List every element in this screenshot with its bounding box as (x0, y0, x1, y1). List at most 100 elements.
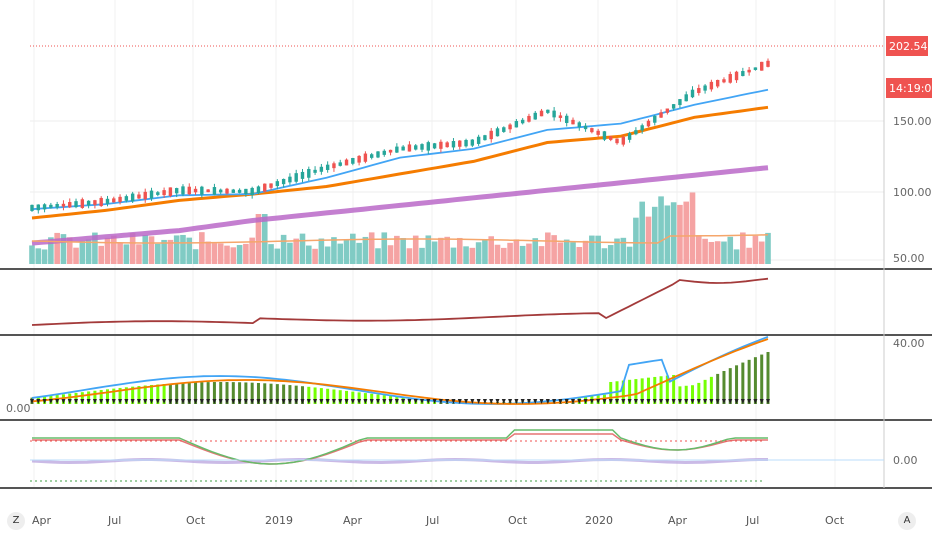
signal-arrow (696, 399, 701, 404)
candle-body (212, 187, 217, 195)
histogram-bar (716, 373, 720, 404)
volume-bar (406, 248, 413, 264)
signal-arrow (313, 399, 318, 404)
volume-bar (639, 201, 645, 264)
volume-bar (129, 232, 136, 264)
volume-bar (110, 235, 117, 264)
signal-arrow (464, 399, 469, 404)
volume-bar (180, 234, 186, 264)
ma-mid-line (31, 105, 769, 220)
volume-bar (545, 232, 551, 264)
candle-body (678, 99, 682, 106)
histogram-bar (659, 376, 663, 404)
signal-arrow (709, 399, 714, 404)
signal-arrow (476, 399, 481, 404)
candle-body (470, 139, 475, 146)
signal-arrow (740, 399, 745, 404)
histogram-bar (87, 391, 91, 404)
histogram-bar (307, 386, 311, 404)
signal-arrow (703, 399, 708, 404)
signal-arrow (766, 399, 770, 404)
volume-bar (576, 246, 583, 264)
volume-bar (551, 235, 557, 264)
candle-body (369, 154, 374, 158)
volume-bar (614, 238, 620, 264)
volume-bar (469, 247, 476, 264)
signal-arrow (275, 399, 280, 404)
histogram-bar (709, 376, 713, 404)
histogram-bar (747, 359, 751, 404)
histogram-bar (68, 393, 72, 404)
signal-arrow (363, 399, 368, 404)
volume-bar (79, 240, 86, 264)
volume-bar (444, 236, 450, 264)
time-label: Apr (32, 514, 52, 527)
candle-body (753, 67, 758, 70)
histogram-bar (672, 374, 676, 404)
candle-body (112, 198, 116, 203)
histogram-bar (294, 385, 298, 404)
time-label: Jul (745, 514, 759, 527)
candle-body (351, 158, 355, 164)
candle-body (99, 197, 103, 207)
histogram-bar (319, 388, 323, 404)
volume-bar (582, 240, 589, 264)
signal-arrow (545, 399, 550, 404)
candle-body (414, 145, 418, 150)
auto-scale-button[interactable]: A (898, 512, 916, 530)
histogram-bar (282, 384, 286, 404)
candle-body (307, 169, 311, 178)
volume-bar (249, 237, 255, 264)
candle-body (558, 115, 563, 118)
histogram-bar (212, 382, 216, 404)
volume-bar (589, 235, 595, 264)
signal-arrow (470, 399, 475, 404)
candle-body (206, 189, 210, 193)
candle-body (464, 139, 468, 147)
candle-body (105, 198, 110, 204)
volume-bar (381, 232, 388, 264)
candle-body (609, 136, 613, 140)
signal-arrow (118, 399, 123, 404)
candle-body (319, 166, 324, 172)
signal-arrow (319, 399, 324, 404)
countdown-tag-bg (886, 78, 932, 98)
volume-bar (494, 244, 501, 264)
volume-bar (702, 238, 708, 264)
signal-arrow (294, 399, 299, 404)
candle-body (269, 183, 273, 188)
signal-arrow (514, 399, 519, 404)
volume-bar (664, 205, 671, 264)
candle-body (665, 108, 670, 113)
histogram-bar (194, 382, 198, 404)
time-label: Oct (186, 514, 206, 527)
histogram-bar (332, 389, 336, 404)
histogram-bar (653, 376, 657, 404)
candle-body (602, 131, 607, 140)
time-label: 2019 (265, 514, 293, 527)
candle-body (520, 119, 525, 124)
signal-arrow (659, 399, 664, 404)
candle-body (439, 141, 443, 149)
histogram-bar (250, 382, 254, 404)
candle-body (36, 204, 40, 211)
candle-body (294, 173, 298, 182)
signal-arrow (243, 399, 248, 404)
volume-bar (85, 239, 92, 264)
candle-body (420, 144, 424, 150)
candle-body (722, 79, 726, 83)
histogram-bar (238, 382, 242, 404)
volume-bar (60, 234, 67, 264)
signal-arrow (728, 399, 733, 404)
candle-body (118, 196, 122, 202)
candle-body (621, 136, 626, 145)
volume-bar (375, 248, 381, 264)
volume-bar (217, 243, 224, 264)
signal-arrow (287, 399, 292, 404)
candle-body (30, 204, 34, 211)
ma-fast-line (31, 88, 769, 211)
log-scale-button[interactable]: Z (7, 512, 25, 530)
volume-bar (261, 214, 268, 264)
histogram-bar (338, 390, 342, 404)
